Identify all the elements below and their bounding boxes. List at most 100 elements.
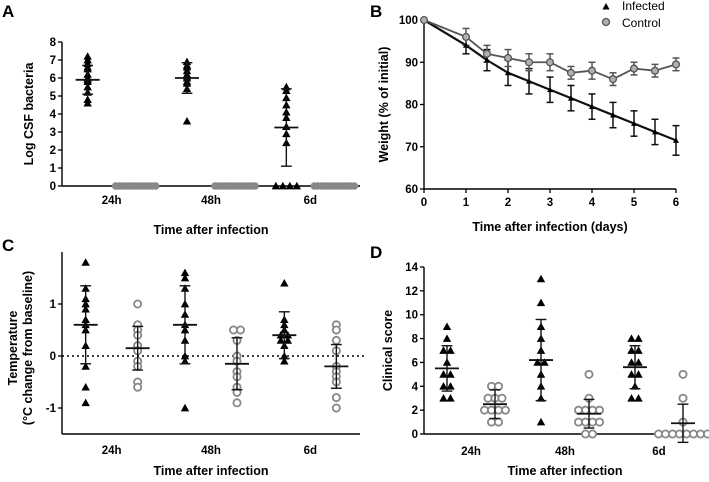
- x-tick-label: 1: [463, 197, 470, 209]
- control-point: [631, 65, 638, 72]
- legend-control-marker: [603, 19, 610, 26]
- y-tick-label: 4: [412, 381, 419, 393]
- x-tick-label-48h: 48h: [555, 446, 575, 458]
- control-point: [589, 430, 596, 437]
- x-tick-label-48h: 48h: [201, 445, 221, 457]
- y-tick-label: 1: [50, 299, 57, 311]
- control-point: [547, 59, 554, 66]
- y-axis-title: Log CSF bacteria: [22, 62, 36, 166]
- x-tick-label-48h: 48h: [201, 195, 221, 207]
- legend-infected-label: Infected: [622, 0, 665, 13]
- x-tick-label-24h: 24h: [102, 445, 122, 457]
- y-tick-label: 4: [50, 109, 57, 121]
- control-point: [333, 394, 340, 401]
- control-point: [463, 34, 470, 41]
- control-point: [333, 404, 340, 411]
- panel-letter-d: D: [370, 243, 382, 262]
- x-tick-label-24h: 24h: [102, 195, 122, 207]
- y-tick-label: 7: [50, 55, 56, 67]
- y-tick-label: 0: [412, 429, 418, 441]
- y-axis-title: Clinical score: [381, 310, 395, 391]
- legend-infected-marker: [602, 3, 609, 10]
- panel-letter-b: B: [370, 2, 382, 21]
- figure: A B C D 01234567824h 48h 6dTime after infe…: [0, 0, 709, 482]
- y-tick-label: 70: [405, 142, 418, 154]
- infected-point: [443, 322, 451, 330]
- y-axis-title-line2: (°C change from baseline): [21, 271, 35, 425]
- x-tick-label: 3: [547, 197, 553, 209]
- y-tick-label: 12: [405, 286, 418, 298]
- panel-a-chart: 0 1 2 3 4 5 6 7 8 24h 48h 6d Time after infection Log…: [22, 37, 360, 237]
- x-axis-title: Time after infection: [507, 464, 622, 478]
- panel-letter-a: A: [2, 2, 14, 21]
- y-tick-label: 0: [50, 351, 56, 363]
- y-tick-label: 2: [50, 145, 56, 157]
- control-point: [679, 395, 686, 402]
- y-tick-label: 8: [412, 334, 419, 346]
- y-tick-label: 10: [405, 310, 418, 322]
- infected-point: [183, 117, 191, 125]
- x-axis-title: Time after infection: [153, 464, 268, 478]
- x-tick-label: 0: [421, 197, 427, 209]
- legend-control-label: Control: [622, 16, 661, 30]
- infected-point: [634, 334, 642, 342]
- infected-point: [634, 394, 642, 402]
- x-tick-label: 5: [631, 197, 638, 209]
- y-tick-label: 5: [50, 91, 57, 103]
- infected-point: [443, 334, 451, 342]
- control-point: [484, 50, 491, 57]
- control-point: [505, 55, 512, 62]
- control-point: [498, 395, 505, 402]
- y-tick-label: 3: [50, 127, 56, 139]
- y-tick-label: 1: [50, 163, 57, 175]
- x-tick-label-24h: 24h: [461, 446, 481, 458]
- control-point: [673, 61, 680, 68]
- y-tick-label: 0: [50, 181, 56, 193]
- control-point: [652, 67, 659, 74]
- x-tick-label-6d: 6d: [652, 446, 665, 458]
- y-tick-label: -1: [46, 403, 57, 415]
- y-axis-title: Weight (% of initial): [377, 47, 391, 163]
- panel-b-chart: 60 70 80 90 100 0 1 2 3 4 5 6 Time after infection (…: [377, 0, 680, 234]
- control-point: [351, 182, 359, 190]
- infected-point: [81, 383, 89, 391]
- infected-point: [81, 399, 89, 407]
- infected-point: [627, 394, 635, 402]
- control-point: [237, 326, 244, 333]
- x-tick-label: 4: [589, 197, 596, 209]
- control-point: [333, 337, 340, 344]
- infected-point: [537, 275, 545, 283]
- infected-point: [537, 299, 545, 307]
- y-tick-label: 6: [50, 73, 56, 85]
- infected-point: [181, 404, 189, 412]
- x-tick-label: 2: [505, 197, 511, 209]
- control-point: [526, 59, 533, 66]
- x-tick-label-6d: 6d: [304, 445, 317, 457]
- control-point: [333, 326, 340, 333]
- y-tick-label: 90: [405, 57, 418, 69]
- x-tick-label: 6: [673, 197, 679, 209]
- panel-c-chart: -1 0 1 24h 48h 6d Time after infection Temperat…: [6, 252, 364, 478]
- infected-point: [280, 279, 288, 287]
- control-point: [251, 182, 259, 190]
- control-point: [495, 418, 502, 425]
- x-axis-title: Time after infection (days): [472, 220, 627, 234]
- control-point: [589, 67, 596, 74]
- y-tick-label: 2: [412, 405, 418, 417]
- control-point: [568, 69, 575, 76]
- control-point: [134, 300, 141, 307]
- control-point: [134, 384, 141, 391]
- panel-d-chart: 0 2 4 6 8 10 12 14 24h 48h 6d Time after infection C…: [381, 262, 709, 478]
- control-point: [152, 182, 160, 190]
- infected-point: [81, 258, 89, 266]
- y-tick-label: 6: [412, 357, 418, 369]
- y-tick-label: 8: [50, 37, 57, 49]
- control-point: [585, 371, 592, 378]
- y-axis-title-line1: Temperature: [6, 311, 20, 386]
- control-point: [679, 371, 686, 378]
- y-tick-label: 100: [399, 15, 418, 27]
- infected-point: [446, 394, 454, 402]
- x-axis-title: Time after infection: [153, 223, 268, 237]
- infected-point: [627, 334, 635, 342]
- control-point: [596, 418, 603, 425]
